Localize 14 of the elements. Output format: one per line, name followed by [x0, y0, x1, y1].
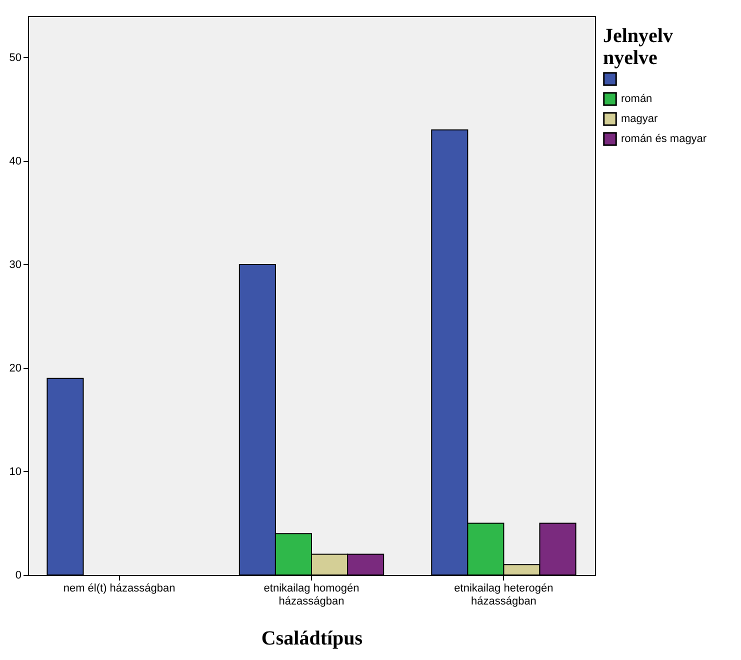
y-tick-label: 30	[9, 258, 22, 271]
x-tick-label: etnikailag homogén házasságban	[264, 582, 360, 608]
y-tick-label: 50	[9, 52, 22, 64]
legend-label: román	[621, 93, 652, 105]
y-tick-label: 20	[9, 362, 22, 374]
legend-title: Jelnyelv nyelve	[603, 25, 673, 69]
x-tick-label: etnikailag heterogén házasságban	[454, 582, 554, 608]
legend-label: román és magyar	[621, 133, 707, 145]
y-tick-label: 0	[15, 570, 22, 582]
y-tick-label: 10	[9, 466, 22, 478]
legend-label: magyar	[621, 113, 658, 125]
x-axis-title: Családtípus	[261, 628, 363, 650]
y-tick-label: 40	[9, 155, 22, 168]
x-tick-label: nem él(t) házasságban	[63, 582, 176, 594]
